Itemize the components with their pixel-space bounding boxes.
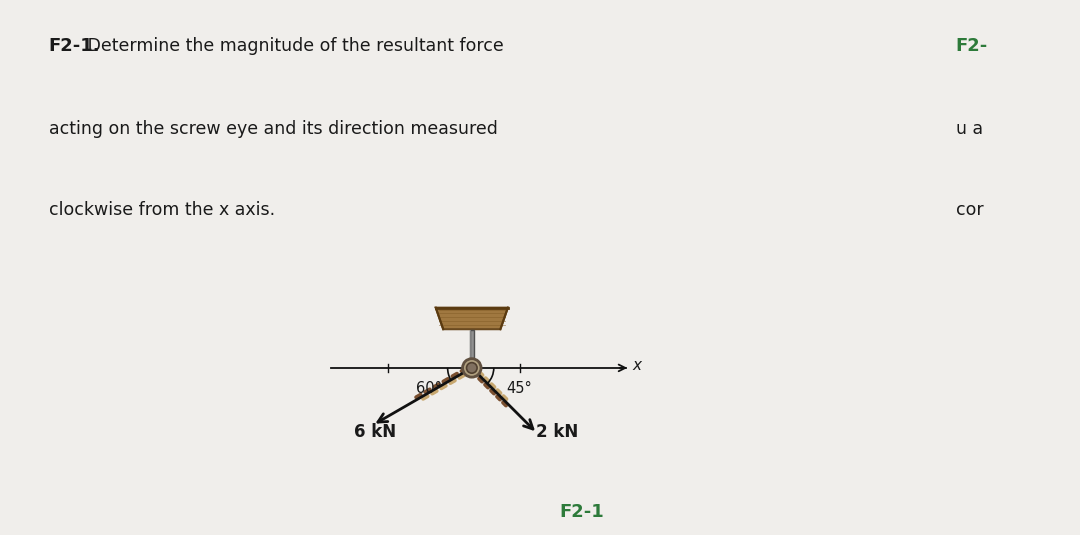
Polygon shape [435, 308, 508, 329]
Text: 45°: 45° [507, 381, 531, 396]
Text: 6 kN: 6 kN [354, 423, 396, 441]
Text: F2-1.: F2-1. [49, 37, 100, 56]
Circle shape [462, 358, 481, 377]
Text: 2 kN: 2 kN [536, 423, 578, 441]
FancyBboxPatch shape [470, 330, 471, 358]
Text: F2-1: F2-1 [559, 503, 604, 522]
Text: acting on the screw eye and its direction measured: acting on the screw eye and its directio… [49, 120, 498, 139]
FancyBboxPatch shape [470, 330, 474, 358]
Text: u a: u a [956, 120, 983, 139]
Text: F2-: F2- [956, 37, 988, 56]
Text: Determine the magnitude of the resultant force: Determine the magnitude of the resultant… [49, 37, 503, 56]
Text: clockwise from the x axis.: clockwise from the x axis. [49, 201, 274, 219]
Text: 60°: 60° [416, 381, 442, 396]
Text: x: x [632, 358, 642, 373]
Circle shape [467, 363, 477, 373]
Text: cor: cor [956, 201, 984, 219]
